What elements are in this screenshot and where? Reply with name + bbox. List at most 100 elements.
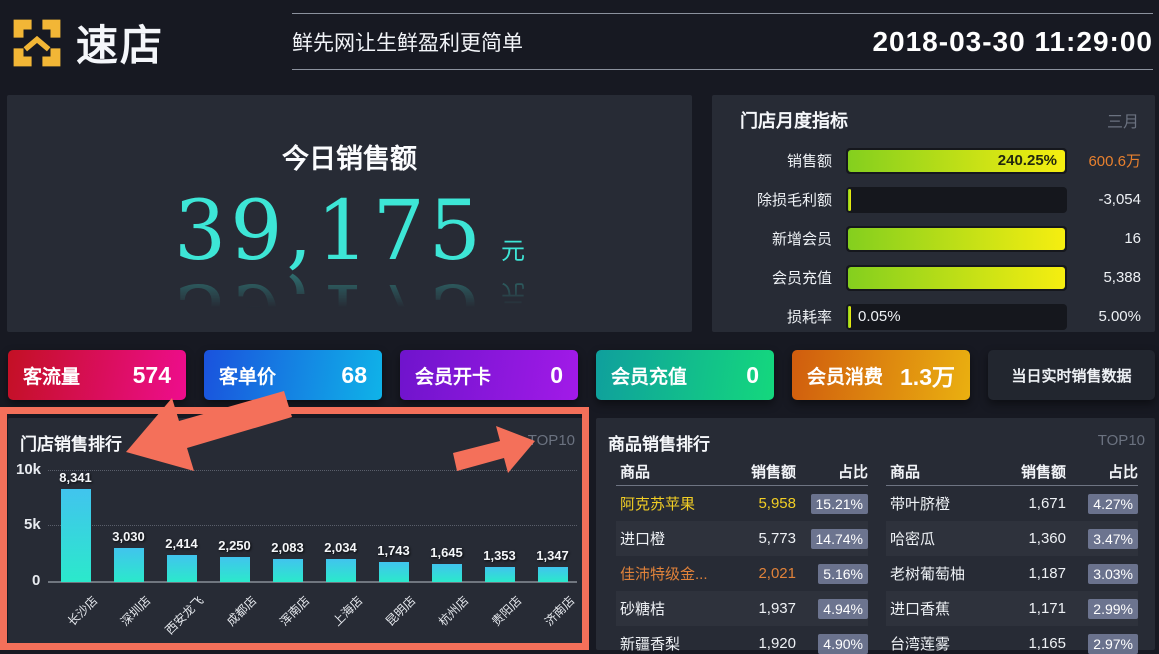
product-share-cell: 14.74% [796,528,868,549]
chart-x-label-text: 成都店 [224,593,260,629]
product-name: 佳沛特级金... [620,566,708,583]
monthly-metric-value: 5.00% [1098,308,1141,325]
product-share-cell: 5.16% [796,563,868,584]
month-label: 三月 [1106,114,1139,131]
product-name: 哈密瓜 [890,531,936,548]
chart-bar [60,489,91,582]
product-row: 新疆香梨 1,920 4.90% [616,626,868,654]
monthly-metrics-header: 门店月度指标 三月 [712,95,1155,133]
chart-bar-value-label: 1,347 [536,548,569,563]
chart-bar-value-label: 2,250 [218,538,251,553]
y-tick-10k: 10k [16,461,42,478]
stat-card-label: 会员开卡 [415,366,492,388]
column-header-sales: 销售额 [1020,464,1066,481]
gridline-5k [48,525,577,526]
chart-x-label-text: 长沙店 [65,593,101,629]
product-row: 台湾莲雾 1,165 2.97% [886,626,1138,654]
monthly-metric-label: 除损毛利额 [756,192,832,209]
y-tick-5k: 5k [24,516,41,533]
stat-card-value: 574 [132,361,171,388]
product-name: 进口橙 [620,531,666,548]
stat-card-label: 会员充值 [611,366,688,388]
chart-x-label-text: 贵阳店 [489,593,525,629]
product-sales-value: 1,360 [1028,530,1066,547]
chart-x-label-text: 西安龙飞 [162,593,207,638]
column-header-sales: 销售额 [750,464,796,481]
product-name: 阿克苏苹果 [620,496,696,513]
monthly-metric-bar-track: 240.25% [846,147,1067,174]
today-sales-title: 今日销售额 [282,144,417,174]
product-share-badge: 2.97% [1088,633,1138,654]
monthly-metric-row: 销售额 240.25% 600.6万 [712,141,1155,180]
product-row: 带叶脐橙 1,671 4.27% [886,486,1138,521]
logo-text: 速店 [76,22,165,69]
chart-bar [431,564,462,582]
chart-x-label-text: 浑南店 [277,593,313,629]
monthly-metric-label: 销售额 [786,153,832,170]
today-sales-amount: 39,175 [174,184,485,279]
stat-card-label: 会员消费 [807,366,884,388]
chart-bar [378,562,409,582]
product-share-cell: 2.99% [1066,598,1138,619]
today-sales-amount-row: 39,175 元 [174,184,525,279]
monthly-metric-value: 5,388 [1103,269,1141,286]
product-row: 佳沛特级金... 2,021 5.16% [616,556,868,591]
chart-bar-value-label: 1,645 [430,545,463,560]
product-name: 老树葡萄柚 [890,566,966,583]
column-header-product: 商品 [620,464,651,481]
x-axis-line [48,581,577,583]
chart-bar [166,555,197,582]
monthly-metric-row: 损耗率 0.05% 5.00% [712,297,1155,336]
chart-bar [484,567,515,582]
realtime-sales-button[interactable]: 当日实时销售数据 [988,350,1155,400]
monthly-metric-bar-fill: 240.25% [848,149,1065,172]
monthly-metric-bar-text: 240.25% [997,152,1057,169]
store-ranking-title: 门店销售排行 [20,435,122,454]
product-share-cell: 3.03% [1066,563,1138,584]
product-table-header: 商品 销售额 占比 [886,458,1138,486]
monthly-metric-bar-track [846,186,1067,213]
stat-card-1: 客流量 574 [8,350,186,400]
chart-x-label-text: 深圳店 [118,593,154,629]
monthly-metrics-rows: 销售额 240.25% 600.6万 除损毛利额 -3,054 新增会员 16 会员充值 5,3… [712,141,1155,336]
product-sales-value: 1,671 [1028,495,1066,512]
monthly-metric-row: 除损毛利额 -3,054 [712,180,1155,219]
chart-bar [325,559,356,582]
chart-bar-value-label: 2,034 [324,540,357,555]
store-ranking-top10-badge: TOP10 [527,432,575,449]
monthly-metric-track-text: 0.05% [858,307,901,325]
product-share-badge: 4.27% [1088,493,1138,514]
column-header-share: 占比 [1107,464,1138,481]
product-sales-value: 1,165 [1028,635,1066,652]
product-share-badge: 3.03% [1088,563,1138,584]
y-tick-0: 0 [32,572,41,589]
product-row: 阿克苏苹果 5,958 15.21% [616,486,868,521]
monthly-metric-bar-track: 0.05% [846,303,1067,330]
monthly-metric-bar-track [846,264,1067,291]
product-share-cell: 4.94% [796,598,868,619]
stat-card-value: 1.3万 [900,364,955,390]
product-table-left: 商品 销售额 占比 阿克苏苹果 5,958 15.21% 进口橙 5,773 14.74% 佳沛特… [616,458,868,654]
chart-x-label-text: 上海店 [330,593,366,629]
product-sales-value: 1,937 [758,600,796,617]
today-sales-unit: 元 [500,237,525,265]
product-share-badge: 3.47% [1088,528,1138,549]
product-sales-value: 1,920 [758,635,796,652]
monthly-metric-bar-track [846,225,1067,252]
product-share-badge: 4.90% [818,633,868,654]
product-name: 台湾莲雾 [890,636,951,653]
product-row: 砂糖桔 1,937 4.94% [616,591,868,626]
chart-x-label-text: 杭州店 [436,593,472,629]
today-sales-panel: 今日销售额 39,175 元 [7,95,692,332]
product-name: 进口香蕉 [890,601,951,618]
product-share-badge: 5.16% [818,563,868,584]
monthly-metric-row: 会员充值 5,388 [712,258,1155,297]
product-share-badge: 14.74% [810,528,868,549]
chart-bar [219,557,250,582]
datetime-display: 2018-03-30 11:29:00 [872,25,1153,57]
header-band: 鲜先网让生鲜盈利更简单 2018-03-30 11:29:00 [292,13,1153,70]
stat-card-value: 68 [341,361,367,388]
monthly-metric-value: 600.6万 [1088,153,1141,170]
product-share-cell: 2.97% [1066,633,1138,654]
